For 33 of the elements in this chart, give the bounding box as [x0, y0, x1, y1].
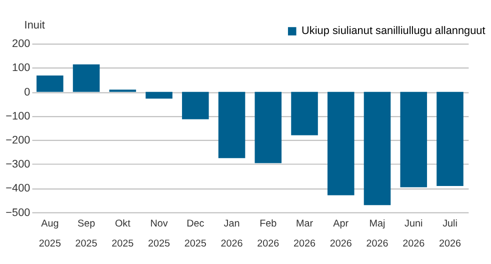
y-tick-label: −200: [6, 134, 30, 146]
bar: [291, 92, 318, 136]
y-tick-label: −400: [6, 182, 30, 195]
x-tick-label: Juli 2026: [438, 218, 462, 250]
bar: [72, 64, 100, 92]
x-tick-label: Juni 2026: [402, 218, 426, 250]
legend-label: Ukiup siulianut sanilliullugu allannguut: [302, 25, 486, 38]
y-axis-title: Inuit: [24, 19, 45, 32]
bar: [364, 92, 391, 206]
bar: [146, 92, 172, 99]
y-tick-label: −100: [6, 110, 30, 122]
bar: [436, 92, 464, 186]
x-tick-label: Mar 2026: [293, 218, 316, 250]
x-tick-label: Sep 2025: [75, 218, 98, 250]
x-tick-label: Maj 2026: [366, 218, 389, 250]
x-tick-label: Apr 2026: [330, 218, 352, 250]
x-tick-label: Dec 2025: [184, 218, 207, 250]
y-tick-label: −500: [6, 206, 30, 219]
y-tick-label: −300: [6, 158, 30, 171]
x-tick-label: Nov 2025: [148, 218, 171, 250]
x-tick-label: Okt 2025: [112, 218, 134, 250]
bar: [400, 92, 428, 188]
x-tick-label: Jan 2026: [220, 218, 244, 250]
bar: [218, 92, 246, 158]
bar: [36, 75, 64, 92]
y-tick-label: 100: [12, 62, 30, 74]
x-tick-label: Aug 2025: [38, 218, 62, 250]
bar: [182, 92, 209, 120]
bar: [254, 92, 282, 164]
y-tick-label: 0: [24, 86, 30, 98]
bar: [328, 92, 354, 196]
x-tick-label: Feb 2026: [257, 218, 280, 250]
y-tick-label: 200: [12, 38, 30, 50]
